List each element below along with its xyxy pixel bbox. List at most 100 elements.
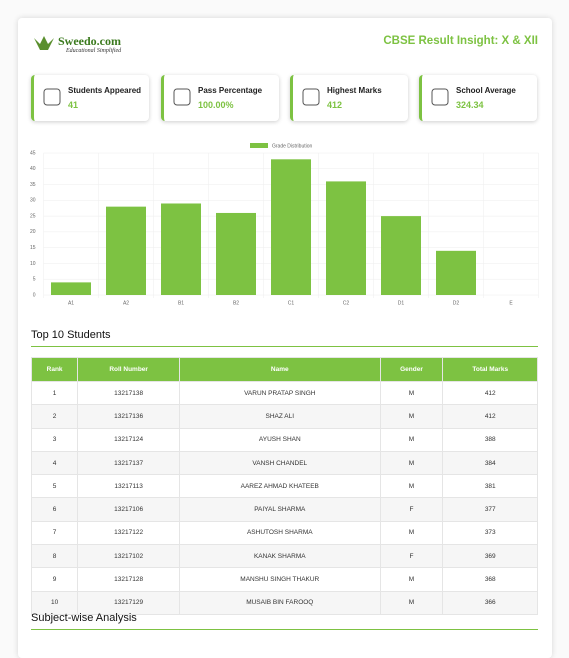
table-cell: 412 — [442, 380, 538, 406]
table-row: 5 13217113 AAREZ AHMAD KHATEEB M 381 — [30, 474, 538, 499]
table-cell: 368 — [442, 567, 538, 592]
chart: Grade Distribution 0 5 10 15 20 25 30 35 40 45 A1 A2… — [30, 143, 539, 306]
table-cell: 5 — [30, 474, 79, 499]
table-row: 3 13217124 AYUSH SHAN M 388 — [30, 427, 538, 452]
table-cell: M — [379, 450, 444, 476]
table-cell: KANAK SHARMA — [179, 544, 381, 569]
table-cell: VANSH CHANDEL — [179, 450, 381, 476]
table-row: 4 13217137 VANSH CHANDEL M 384 — [30, 450, 538, 476]
table-cell: SHAZ ALI — [179, 404, 381, 429]
column-header: Total Marks — [442, 357, 538, 382]
card-label: Highest Marks — [327, 86, 382, 95]
column-header: Roll Number — [77, 357, 181, 382]
x-tick-label: D1 — [398, 300, 405, 306]
column-header: Rank — [30, 357, 79, 382]
table-cell: 4 — [30, 450, 79, 476]
icon-shape — [173, 88, 191, 106]
table-cell: 8 — [30, 544, 79, 569]
table-cell: 3 — [30, 427, 79, 452]
section-title: Top 10 Students — [31, 329, 538, 347]
y-tick-label: 0 — [33, 292, 36, 298]
table-cell: 2 — [30, 404, 79, 429]
table-row: 2 13217136 SHAZ ALI M 412 — [30, 404, 538, 429]
icon-shape — [431, 88, 449, 106]
students-table: Rank Roll Number Name Gender Total Marks 1 132… — [30, 357, 538, 615]
table-cell: M — [379, 474, 444, 499]
y-tick-label: 10 — [30, 261, 36, 267]
card-label: Pass Percentage — [198, 86, 263, 95]
table-row: 1 13217138 VARUN PRATAP SINGH M 412 — [30, 380, 538, 406]
table-cell: 412 — [442, 404, 538, 429]
y-tick-label: 5 — [33, 277, 36, 283]
table-row: 7 13217122 ASHUTOSH SHARMA M 373 — [30, 520, 538, 546]
logo-icon — [34, 36, 54, 50]
icon-shape — [302, 88, 320, 106]
table-cell: 13217128 — [77, 567, 181, 592]
column-header: Name — [179, 357, 381, 382]
table-cell: 13217122 — [77, 520, 181, 546]
table-cell: M — [379, 590, 444, 615]
bar — [381, 216, 421, 295]
bar — [271, 159, 311, 295]
table-cell: MUSAIB BIN FAROOQ — [179, 590, 381, 615]
card-value: 412 — [327, 100, 343, 110]
bar — [216, 212, 256, 295]
section-title: Subject-wise Analysis — [31, 612, 538, 630]
table-cell: M — [379, 404, 444, 429]
table-row: 8 13217102 KANAK SHARMA F 369 — [30, 544, 538, 569]
legend-swatch — [250, 143, 268, 148]
x-tick-label: B1 — [178, 300, 184, 306]
table-cell: M — [379, 380, 444, 406]
x-tick-label: E — [509, 300, 513, 306]
table-body: 1 13217138 VARUN PRATAP SINGH M 412 2 13217136… — [30, 380, 538, 615]
y-tick-label: 25 — [30, 213, 36, 219]
y-tick-label: 15 — [30, 245, 36, 251]
table-cell: 10 — [30, 590, 79, 615]
table-cell: 373 — [442, 520, 538, 546]
table-cell: 13217106 — [77, 497, 181, 522]
table-cell: 13217102 — [77, 544, 181, 569]
table-cell: 13217136 — [77, 404, 181, 429]
table-cell: AAREZ AHMAD KHATEEB — [179, 474, 381, 499]
bar — [326, 181, 366, 295]
legend-label: Grade Distribution — [272, 143, 313, 149]
table-cell: 6 — [30, 497, 79, 522]
table-cell: M — [379, 520, 444, 546]
stat-card: Students Appeared 41 — [31, 75, 149, 121]
table-cell: VARUN PRATAP SINGH — [179, 380, 381, 406]
table-cell: 13217129 — [77, 590, 181, 615]
x-tick-label: A1 — [68, 300, 74, 306]
report: Sweedo.com Educational Simplified CBSE R… — [18, 18, 552, 658]
table-cell: 1 — [30, 380, 79, 406]
logo-tagline: Educational Simplified — [66, 48, 122, 54]
card-icon — [43, 88, 61, 106]
stat-card: School Average 324.34 — [419, 75, 537, 121]
report-title: CBSE Result Insight: X & XII — [383, 35, 538, 47]
table-cell: 381 — [442, 474, 538, 499]
table-cell: 369 — [442, 544, 538, 569]
bar — [436, 250, 476, 295]
x-tick-label: A2 — [123, 300, 129, 306]
card-label: School Average — [456, 86, 516, 95]
table-cell: 384 — [442, 450, 538, 476]
table-cell: 13217113 — [77, 474, 181, 499]
table-cell: 13217138 — [77, 380, 181, 406]
table-cell: F — [379, 497, 444, 522]
bar — [51, 282, 91, 295]
x-tick-label: C2 — [343, 300, 350, 306]
table-cell: ASHUTOSH SHARMA — [179, 520, 381, 546]
x-tick-label: B2 — [233, 300, 239, 306]
y-tick-label: 30 — [30, 198, 36, 204]
logo-text: Sweedo.com — [58, 34, 121, 48]
table-cell: PAIYAL SHARMA — [179, 497, 381, 522]
card-icon — [173, 88, 191, 106]
table-cell: 377 — [442, 497, 538, 522]
table-cell: M — [379, 567, 444, 592]
table-cell: AYUSH SHAN — [179, 427, 381, 452]
table-header: Rank Roll Number Name Gender Total Marks — [30, 357, 538, 382]
table-cell: 9 — [30, 567, 79, 592]
card-icon — [431, 88, 449, 106]
card-label: Students Appeared — [68, 86, 142, 95]
page: {"header": {"logo": "Sweedo.com", "tagli… — [29, 34, 539, 630]
table-row: 9 13217128 MANSHU SINGH THAKUR M 368 — [30, 567, 538, 592]
